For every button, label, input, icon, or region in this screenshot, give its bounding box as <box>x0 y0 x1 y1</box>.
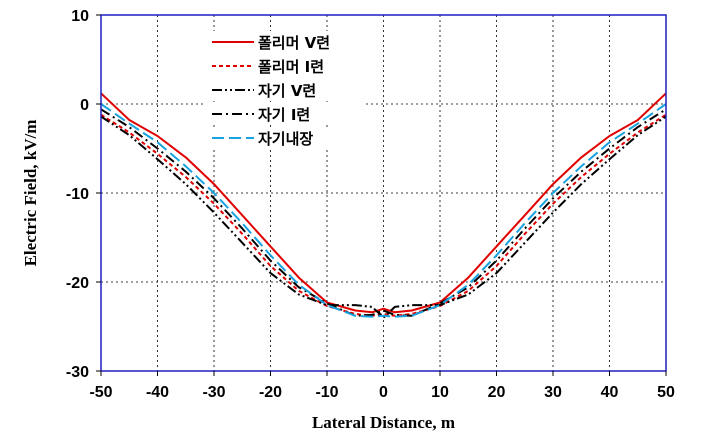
legend-entry-background <box>206 127 366 149</box>
x-tick-label: -10 <box>315 384 338 401</box>
legend-label-2: 폴리머 I련 <box>258 58 324 76</box>
x-tick-label: -20 <box>259 384 282 401</box>
x-tick-label: 20 <box>488 384 506 401</box>
y-tick-label: -30 <box>66 364 89 381</box>
y-tick-label: -10 <box>66 186 89 203</box>
grid-lines <box>101 15 666 371</box>
x-tick-label: -40 <box>146 384 169 401</box>
x-tick-label: 10 <box>431 384 449 401</box>
legend-entry-background <box>206 31 366 53</box>
x-tick-label: 40 <box>601 384 619 401</box>
x-tick-label: -50 <box>89 384 112 401</box>
legend-label-4: 자기 I련 <box>258 106 310 124</box>
legend-entry-background <box>206 103 366 125</box>
x-tick-label: -30 <box>202 384 225 401</box>
x-tick-label: 0 <box>379 384 388 401</box>
y-tick-label: 0 <box>80 97 89 114</box>
y-tick-label: -20 <box>66 275 89 292</box>
legend-label-1: 폴리머 V련 <box>258 34 330 52</box>
series-line-5 <box>100 103 667 318</box>
legend-entry-background <box>206 79 366 101</box>
legend-label-5: 자기내장 <box>258 130 313 148</box>
axis-ticks <box>96 14 667 376</box>
legend-label-3: 자기 V련 <box>258 82 316 100</box>
x-tick-label: 50 <box>657 384 675 401</box>
x-tick-label: 30 <box>544 384 562 401</box>
series-line-1 <box>100 92 667 314</box>
x-axis-title: Lateral Distance, m <box>312 413 455 432</box>
series-line-3 <box>100 115 667 319</box>
y-tick-label: 10 <box>71 8 89 25</box>
y-axis-title: Electric Field, kV/m <box>21 120 40 267</box>
legend-entry-background <box>206 55 366 77</box>
series-line-4 <box>100 108 667 317</box>
tick-labels: -50 -40 -30 -20 -10 0 10 20 30 40 50 10 0 -10 -20 -30 <box>66 8 675 401</box>
series-layer <box>100 92 667 319</box>
